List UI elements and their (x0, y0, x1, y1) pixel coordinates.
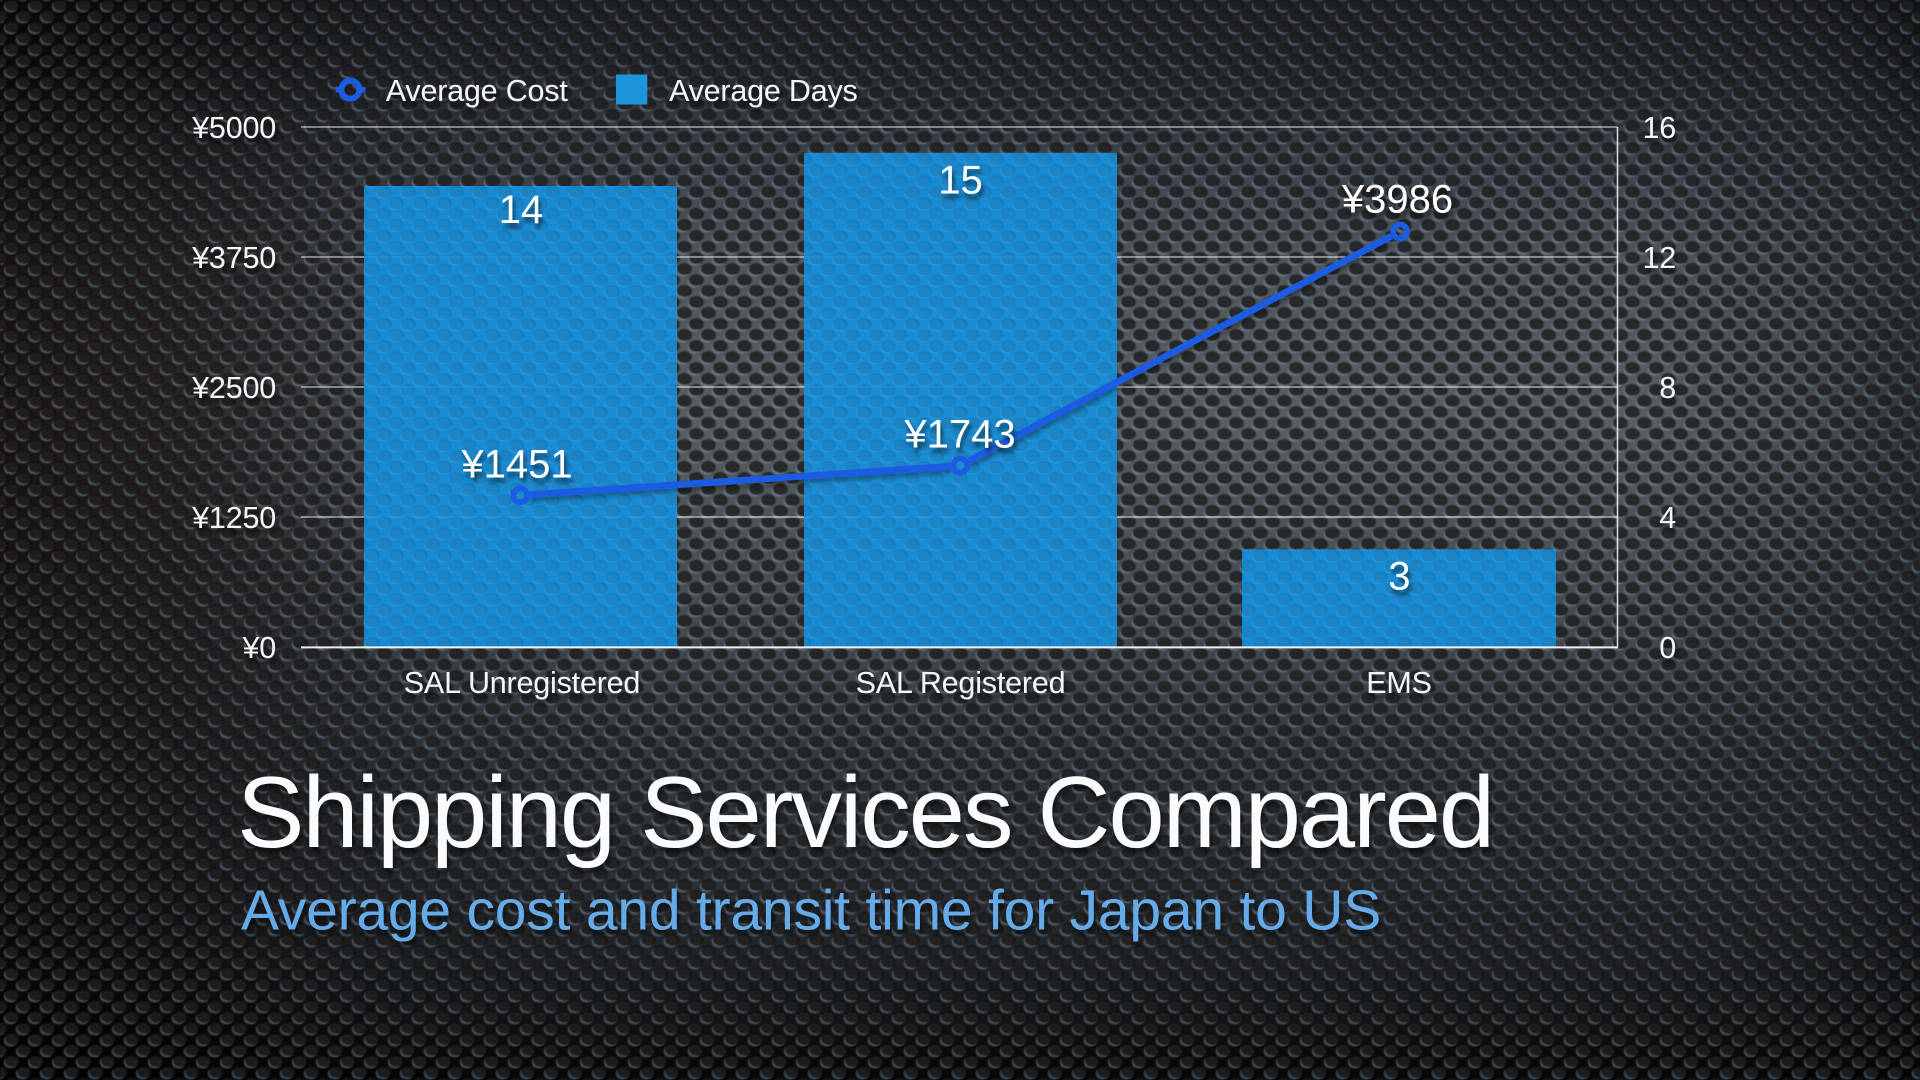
svg-text:3: 3 (1388, 554, 1410, 598)
svg-text:SAL Unregistered: SAL Unregistered (404, 666, 640, 700)
svg-text:¥1250: ¥1250 (191, 501, 276, 535)
svg-text:¥0: ¥0 (241, 631, 276, 665)
svg-text:¥1451: ¥1451 (460, 443, 572, 487)
svg-text:¥3986: ¥3986 (1341, 178, 1453, 222)
svg-text:EMS: EMS (1366, 666, 1432, 700)
svg-text:16: 16 (1642, 111, 1676, 145)
svg-text:14: 14 (499, 188, 544, 232)
svg-text:¥5000: ¥5000 (191, 111, 276, 145)
svg-text:Average Days: Average Days (669, 74, 858, 108)
svg-text:¥3750: ¥3750 (191, 241, 276, 275)
svg-text:Shipping Services Compared: Shipping Services Compared (237, 757, 1493, 869)
svg-text:8: 8 (1659, 371, 1676, 405)
svg-text:0: 0 (1659, 631, 1676, 665)
svg-text:¥2500: ¥2500 (191, 371, 276, 405)
svg-text:Average cost and transit time: Average cost and transit time for Japan … (241, 879, 1381, 943)
svg-text:4: 4 (1659, 501, 1676, 535)
svg-text:15: 15 (938, 158, 983, 202)
svg-text:¥1743: ¥1743 (903, 413, 1015, 457)
svg-text:SAL Registered: SAL Registered (856, 666, 1066, 700)
svg-text:Average Cost: Average Cost (386, 74, 569, 108)
svg-text:12: 12 (1642, 241, 1676, 275)
